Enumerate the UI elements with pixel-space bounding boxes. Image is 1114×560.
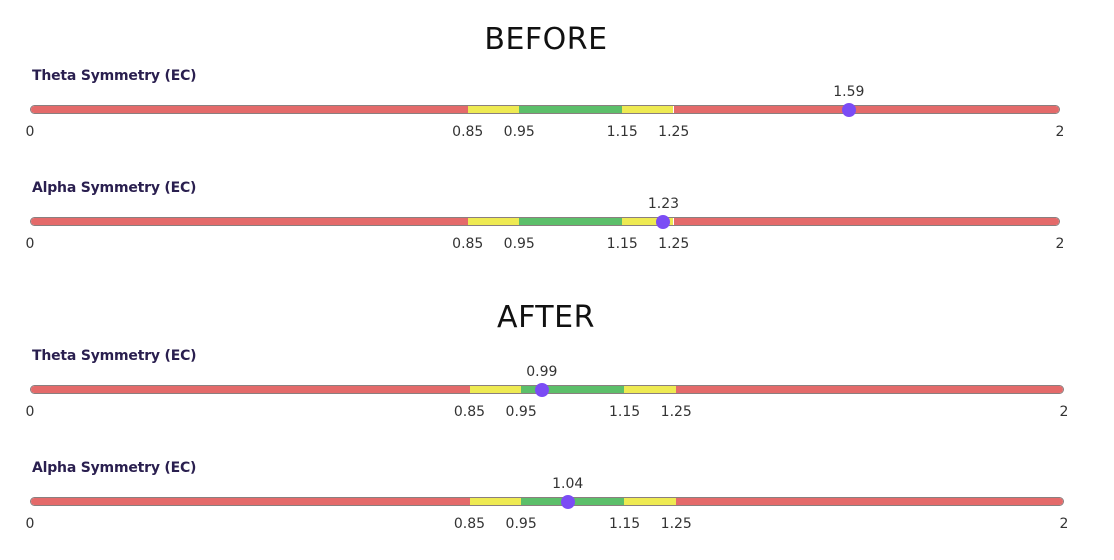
tick-label: 0.85 [453, 404, 486, 420]
tick-label: 1.25 [658, 236, 690, 252]
range-band-4 [676, 498, 1063, 505]
tick-label: 0.85 [453, 516, 486, 532]
range-band-1 [469, 386, 522, 393]
tick-label: 0.85 [452, 236, 484, 252]
tick-label: 0 [25, 236, 35, 252]
range-band-3 [624, 498, 676, 505]
range-band-0 [31, 498, 470, 505]
metric-title: Alpha Symmetry (EC) [32, 180, 197, 196]
value-label: 1.59 [833, 84, 865, 100]
range-band-0 [31, 218, 468, 225]
value-marker [534, 383, 549, 397]
metric-before-alpha: Alpha Symmetry (EC) 1.23 0 0.85 0.95 1.15 1.… [26, 180, 1065, 266]
metric-after-alpha: Alpha Symmetry (EC) 1.04 0 0.85 0.95 1.15 1.… [26, 460, 1069, 546]
tick-label: 2 [1055, 236, 1065, 252]
tick-label: 1.15 [608, 404, 641, 420]
tick-label: 1.15 [606, 236, 638, 252]
tick-label: 2 [1059, 404, 1069, 420]
tick-label: 0.95 [503, 124, 535, 140]
range-band-2 [521, 386, 625, 393]
tick-label: 2 [1059, 516, 1069, 532]
tick-label: 1.25 [660, 404, 692, 420]
range-track [30, 497, 1064, 506]
tick-label: 0.95 [503, 236, 535, 252]
metric-before-theta: Theta Symmetry (EC) 1.59 0 0.85 0.95 1.15 1.… [26, 68, 1065, 154]
range-band-3 [624, 386, 676, 393]
tick-label: 0.95 [505, 516, 537, 532]
value-label: 0.99 [526, 364, 558, 380]
tick-label: 1.15 [608, 516, 641, 532]
metric-title: Alpha Symmetry (EC) [32, 460, 197, 476]
range-band-1 [469, 498, 522, 505]
range-band-0 [31, 386, 470, 393]
metric-title: Theta Symmetry (EC) [32, 68, 197, 84]
value-marker [841, 103, 856, 117]
range-band-4 [676, 386, 1063, 393]
metric-title: Theta Symmetry (EC) [32, 348, 197, 364]
value-marker [656, 215, 671, 229]
tick-label: 0.95 [505, 404, 537, 420]
value-label: 1.23 [647, 196, 680, 212]
tick-label: 0 [25, 404, 35, 420]
value-label: 1.04 [552, 476, 584, 492]
tick-label: 0 [25, 124, 35, 140]
range-band-1 [467, 218, 520, 225]
range-band-4 [673, 106, 1059, 113]
range-band-3 [622, 106, 674, 113]
range-track [30, 105, 1060, 114]
range-band-0 [31, 106, 468, 113]
range-band-1 [467, 106, 520, 113]
metric-after-theta: Theta Symmetry (EC) 0.99 0 0.85 0.95 1.15 1.… [26, 348, 1069, 434]
range-band-2 [519, 218, 623, 225]
tick-label: 1.25 [658, 124, 690, 140]
tick-label: 1.15 [606, 124, 638, 140]
tick-label: 2 [1055, 124, 1065, 140]
range-band-2 [519, 106, 623, 113]
value-marker [560, 495, 575, 509]
tick-label: 0.85 [452, 124, 484, 140]
range-track [30, 217, 1060, 226]
before-heading: BEFORE [484, 22, 608, 57]
range-band-3 [622, 218, 674, 225]
tick-label: 1.25 [660, 516, 692, 532]
after-heading: AFTER [497, 300, 595, 335]
tick-label: 0 [25, 516, 35, 532]
range-band-4 [673, 218, 1059, 225]
